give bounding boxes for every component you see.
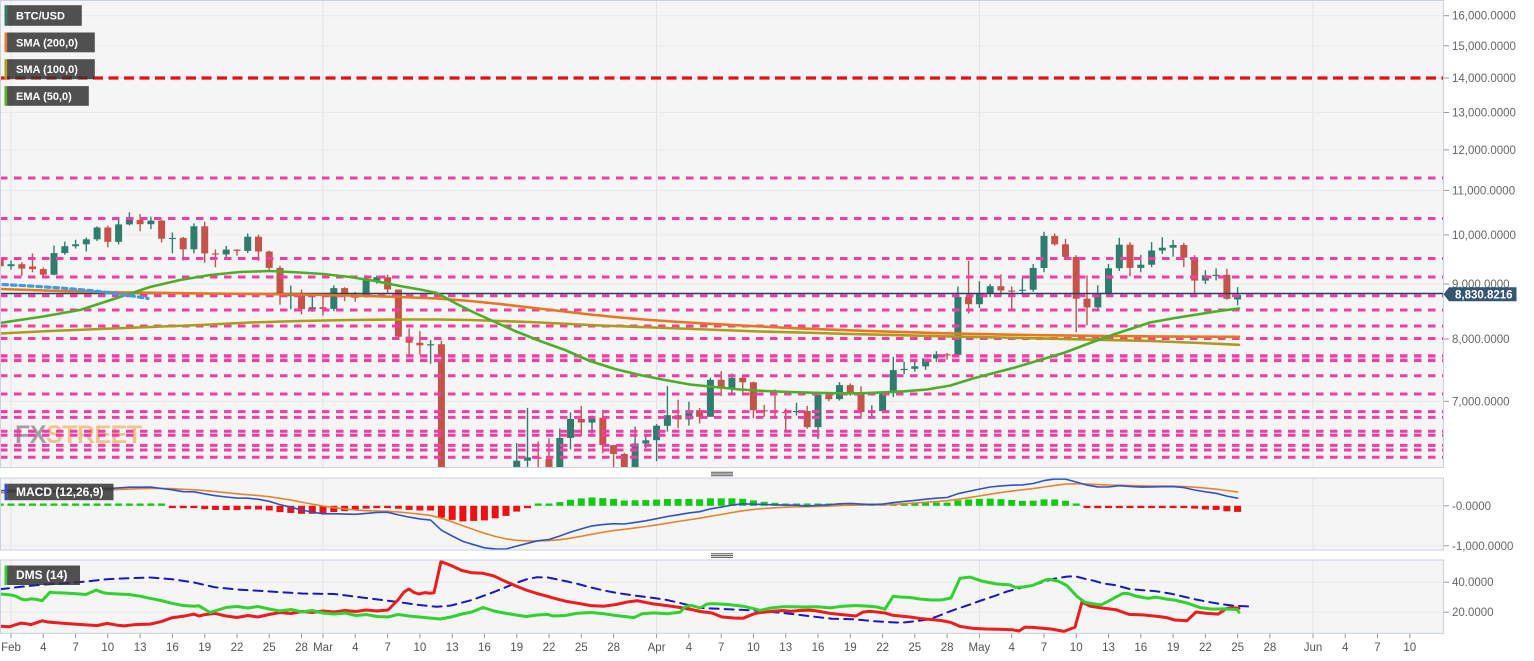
svg-text:28: 28	[607, 642, 620, 654]
svg-text:14,000.0000: 14,000.0000	[1452, 73, 1516, 85]
svg-text:4: 4	[40, 642, 47, 654]
svg-text:8,830.8216: 8,830.8216	[1455, 289, 1513, 301]
svg-text:SMA (200,0): SMA (200,0)	[16, 37, 78, 49]
svg-text:22: 22	[231, 642, 244, 654]
svg-text:13: 13	[779, 642, 792, 654]
svg-text:7: 7	[718, 642, 724, 654]
svg-text:40.0000: 40.0000	[1452, 577, 1494, 589]
svg-text:28: 28	[941, 642, 954, 654]
svg-text:7,000.0000: 7,000.0000	[1452, 396, 1510, 408]
svg-text:22: 22	[1199, 642, 1212, 654]
svg-text:-1,000.0000: -1,000.0000	[1452, 541, 1513, 553]
svg-text:13: 13	[134, 642, 147, 654]
svg-text:20.0000: 20.0000	[1452, 607, 1494, 619]
svg-text:25: 25	[908, 642, 921, 654]
svg-text:4: 4	[686, 642, 693, 654]
svg-text:Mar: Mar	[313, 642, 333, 654]
svg-text:11,000.0000: 11,000.0000	[1452, 185, 1515, 197]
svg-text:4: 4	[1008, 642, 1015, 654]
svg-text:13: 13	[1102, 642, 1115, 654]
svg-text:16,000.0000: 16,000.0000	[1452, 11, 1516, 23]
svg-text:25: 25	[1231, 642, 1244, 654]
svg-text:7: 7	[1374, 642, 1380, 654]
svg-text:22: 22	[543, 642, 556, 654]
svg-text:15,000.0000: 15,000.0000	[1452, 41, 1516, 53]
svg-text:16: 16	[166, 642, 179, 654]
svg-text:7: 7	[72, 642, 78, 654]
svg-text:DMS (14): DMS (14)	[16, 568, 67, 582]
svg-text:19: 19	[1167, 642, 1180, 654]
svg-text:SMA (100,0): SMA (100,0)	[16, 64, 78, 76]
svg-text:10,000.0000: 10,000.0000	[1452, 230, 1516, 242]
svg-text:May: May	[969, 642, 991, 654]
svg-text:Feb: Feb	[1, 642, 21, 654]
svg-text:13,000.0000: 13,000.0000	[1452, 108, 1516, 120]
svg-text:-0.0000: -0.0000	[1452, 501, 1491, 513]
svg-text:4: 4	[352, 642, 359, 654]
svg-text:Apr: Apr	[648, 642, 666, 654]
svg-text:19: 19	[844, 642, 857, 654]
svg-text:EMA (50,0): EMA (50,0)	[16, 91, 72, 103]
svg-text:12,000.0000: 12,000.0000	[1452, 145, 1516, 157]
svg-text:28: 28	[295, 642, 308, 654]
svg-text:13: 13	[446, 642, 459, 654]
svg-text:8,000.0000: 8,000.0000	[1452, 334, 1510, 346]
svg-text:22: 22	[876, 642, 889, 654]
svg-text:BTC/USD: BTC/USD	[16, 11, 65, 23]
svg-text:10: 10	[1403, 642, 1416, 654]
svg-text:16: 16	[478, 642, 491, 654]
svg-text:10: 10	[747, 642, 760, 654]
svg-text:10: 10	[101, 642, 114, 654]
svg-text:28: 28	[1264, 642, 1277, 654]
svg-text:16: 16	[1134, 642, 1147, 654]
svg-text:4: 4	[1342, 642, 1349, 654]
svg-text:10: 10	[1070, 642, 1083, 654]
svg-text:10: 10	[414, 642, 427, 654]
svg-text:19: 19	[510, 642, 523, 654]
svg-text:Jun: Jun	[1304, 642, 1323, 654]
svg-text:25: 25	[263, 642, 276, 654]
svg-text:7: 7	[384, 642, 390, 654]
svg-text:19: 19	[198, 642, 211, 654]
svg-text:25: 25	[575, 642, 588, 654]
svg-text:MACD (12,26,9): MACD (12,26,9)	[16, 485, 103, 499]
svg-text:7: 7	[1041, 642, 1047, 654]
svg-text:16: 16	[812, 642, 825, 654]
